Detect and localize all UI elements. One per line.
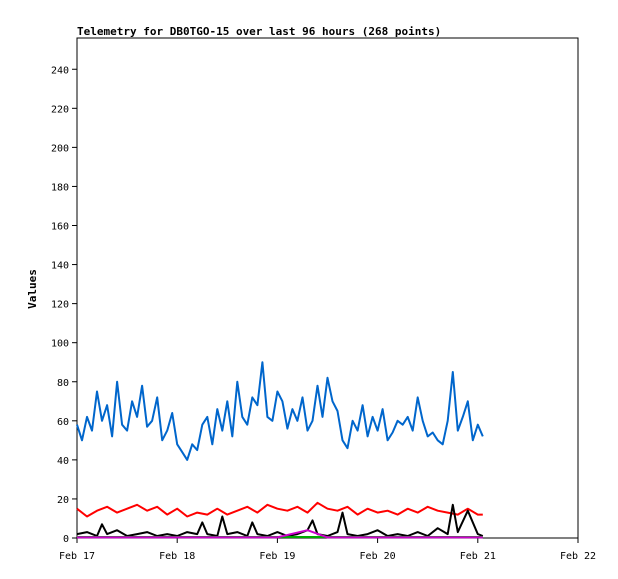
y-tick-label: 60	[57, 417, 69, 428]
y-tick-label: 120	[51, 300, 69, 311]
x-tick-label: Feb 17	[59, 551, 95, 562]
y-tick-label: 140	[51, 261, 69, 272]
y-tick-label: 240	[51, 65, 69, 76]
series-layer	[76, 361, 484, 539]
y-tick-label: 160	[51, 222, 69, 233]
x-axis-ticks: Feb 17 Feb 18 Feb 19 Feb 20 Feb 21 Feb 22	[59, 538, 596, 562]
x-tick-label: Feb 18	[159, 551, 195, 562]
x-tick-label: Feb 22	[560, 551, 596, 562]
y-tick-label: 80	[57, 378, 69, 389]
y-tick-label: 40	[57, 456, 69, 467]
y-tick-label: 200	[51, 143, 69, 154]
y-tick-label: 0	[63, 534, 69, 545]
series-line-1	[76, 501, 483, 518]
y-axis-label: Values	[26, 269, 39, 309]
y-tick-label: 180	[51, 182, 69, 193]
x-tick-label: Feb 20	[360, 551, 396, 562]
series-line-4	[77, 529, 483, 539]
y-axis-ticks: 0 20 40 60 80 100 120 140 160 180 200 220 240	[51, 65, 77, 545]
series-line-2	[76, 503, 484, 537]
y-tick-label: 20	[57, 495, 69, 506]
x-tick-label: Feb 19	[259, 551, 295, 562]
y-tick-label: 100	[51, 339, 69, 350]
x-tick-label: Feb 21	[460, 551, 496, 562]
plot-frame	[76, 37, 579, 539]
series-line-0	[76, 361, 484, 461]
y-tick-label: 220	[51, 104, 69, 115]
chart-title: Telemetry for DB0TGO-15 over last 96 hou…	[77, 25, 441, 38]
